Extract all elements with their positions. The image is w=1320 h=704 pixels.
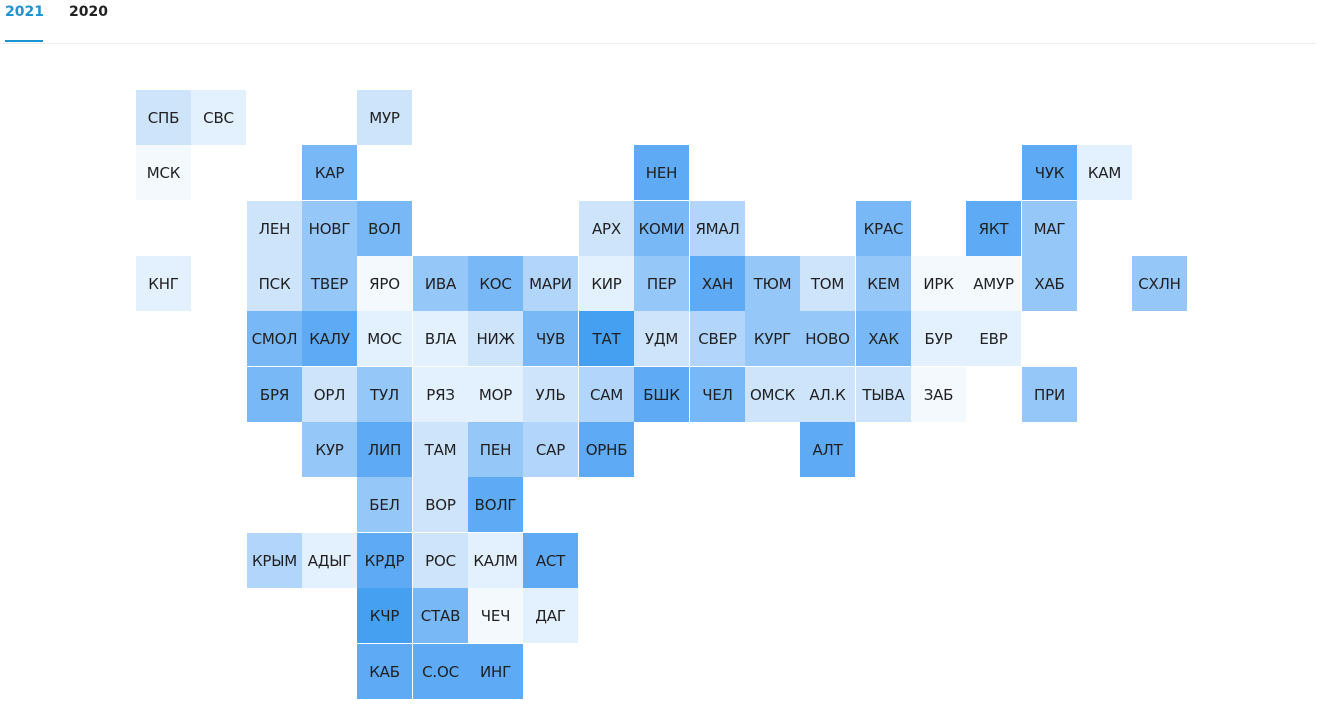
region-tile[interactable]: АЛТ (800, 422, 855, 477)
region-tile[interactable]: КАЛУ (302, 311, 357, 366)
region-tile[interactable]: ПЕР (634, 256, 689, 311)
region-tile[interactable]: ТЫВА (856, 367, 911, 422)
region-tile[interactable]: КУР (302, 422, 357, 477)
region-tile[interactable]: НЕН (634, 145, 689, 200)
region-tile[interactable]: МУР (357, 90, 412, 145)
region-tile[interactable]: ОРЛ (302, 367, 357, 422)
region-tile[interactable]: ВОЛГ (468, 477, 523, 532)
region-tile[interactable]: КУРГ (745, 311, 800, 366)
region-tile[interactable]: УЛЬ (523, 367, 578, 422)
region-tile[interactable]: ЛИП (357, 422, 412, 477)
tab-2020[interactable]: 2020 (69, 4, 108, 20)
region-tile[interactable]: КЧР (357, 588, 412, 643)
region-tile[interactable]: СПБ (136, 90, 191, 145)
region-tile[interactable]: КОМИ (634, 201, 689, 256)
region-tile[interactable]: БЕЛ (357, 477, 412, 532)
region-tile[interactable]: КРЫМ (247, 533, 302, 588)
region-tile[interactable]: МОС (357, 311, 412, 366)
region-tile[interactable]: ЗАБ (911, 367, 966, 422)
region-tile[interactable]: РЯЗ (413, 367, 468, 422)
region-tile[interactable]: КАБ (357, 644, 412, 699)
region-tile[interactable]: МОР (468, 367, 523, 422)
region-tile[interactable]: ИВА (413, 256, 468, 311)
region-tile[interactable]: ОМСК (745, 367, 800, 422)
tab-2021[interactable]: 2021 (5, 0, 44, 42)
region-tile[interactable]: ТВЕР (302, 256, 357, 311)
region-tile[interactable]: ТАМ (413, 422, 468, 477)
region-tile[interactable]: КАЛМ (468, 533, 523, 588)
region-tile[interactable]: МАРИ (523, 256, 578, 311)
region-tile[interactable]: КРАС (856, 201, 911, 256)
region-tile[interactable]: КИР (579, 256, 634, 311)
region-tile[interactable]: ЯКТ (966, 201, 1021, 256)
region-tile[interactable]: АЛ.К (800, 367, 855, 422)
region-tile[interactable]: ХАК (856, 311, 911, 366)
region-tile[interactable]: ТАТ (579, 311, 634, 366)
region-tile[interactable]: КОС (468, 256, 523, 311)
region-tile[interactable]: ТУЛ (357, 367, 412, 422)
region-tile[interactable]: ЧУВ (523, 311, 578, 366)
region-tile[interactable]: ИНГ (468, 644, 523, 699)
region-tile[interactable]: СТАВ (413, 588, 468, 643)
region-tile[interactable]: ПСК (247, 256, 302, 311)
region-tile[interactable]: ВЛА (413, 311, 468, 366)
region-tile[interactable]: ЕВР (966, 311, 1021, 366)
region-tile[interactable]: ПРИ (1022, 367, 1077, 422)
region-tile[interactable]: КАМ (1077, 145, 1132, 200)
region-tile[interactable]: СХЛН (1132, 256, 1187, 311)
region-tile[interactable]: КРДР (357, 533, 412, 588)
region-tile[interactable]: САР (523, 422, 578, 477)
region-tile[interactable]: САМ (579, 367, 634, 422)
region-tile[interactable]: ТЮМ (745, 256, 800, 311)
year-tabs: 2021 2020 (0, 0, 1316, 44)
region-tile[interactable]: КЕМ (856, 256, 911, 311)
region-tile[interactable]: ЯМАЛ (690, 201, 745, 256)
region-tile[interactable]: ДАГ (523, 588, 578, 643)
region-tile[interactable]: БРЯ (247, 367, 302, 422)
region-tile[interactable]: ТОМ (800, 256, 855, 311)
region-tile[interactable]: НИЖ (468, 311, 523, 366)
region-tile[interactable]: АРХ (579, 201, 634, 256)
region-tile[interactable]: СМОЛ (247, 311, 302, 366)
region-tile[interactable]: ХАБ (1022, 256, 1077, 311)
region-tile[interactable]: АДЫГ (302, 533, 357, 588)
region-tile[interactable]: ВОР (413, 477, 468, 532)
region-tile[interactable]: СВС (191, 90, 246, 145)
region-tile[interactable]: ВОЛ (357, 201, 412, 256)
region-tile[interactable]: БШК (634, 367, 689, 422)
region-tile[interactable]: ХАН (690, 256, 745, 311)
region-tile[interactable]: ПЕН (468, 422, 523, 477)
region-tile[interactable]: С.ОС (413, 644, 468, 699)
region-tile[interactable]: БУР (911, 311, 966, 366)
region-tile[interactable]: НОВГ (302, 201, 357, 256)
region-tile[interactable]: МАГ (1022, 201, 1077, 256)
region-tile[interactable]: СВЕР (690, 311, 745, 366)
region-tile[interactable]: ИРК (911, 256, 966, 311)
region-tile[interactable]: КАР (302, 145, 357, 200)
region-tile[interactable]: ЯРО (357, 256, 412, 311)
region-tile[interactable]: УДМ (634, 311, 689, 366)
region-tile[interactable]: АМУР (966, 256, 1021, 311)
region-tile[interactable]: ЧЕЧ (468, 588, 523, 643)
region-tile[interactable]: ЧУК (1022, 145, 1077, 200)
region-tile[interactable]: АСТ (523, 533, 578, 588)
region-tile[interactable]: НОВО (800, 311, 855, 366)
region-tile[interactable]: ЧЕЛ (690, 367, 745, 422)
region-tile[interactable]: МСК (136, 145, 191, 200)
region-tile[interactable]: КНГ (136, 256, 191, 311)
region-tile[interactable]: ОРНБ (579, 422, 634, 477)
region-tile[interactable]: ЛЕН (247, 201, 302, 256)
region-tile[interactable]: РОС (413, 533, 468, 588)
